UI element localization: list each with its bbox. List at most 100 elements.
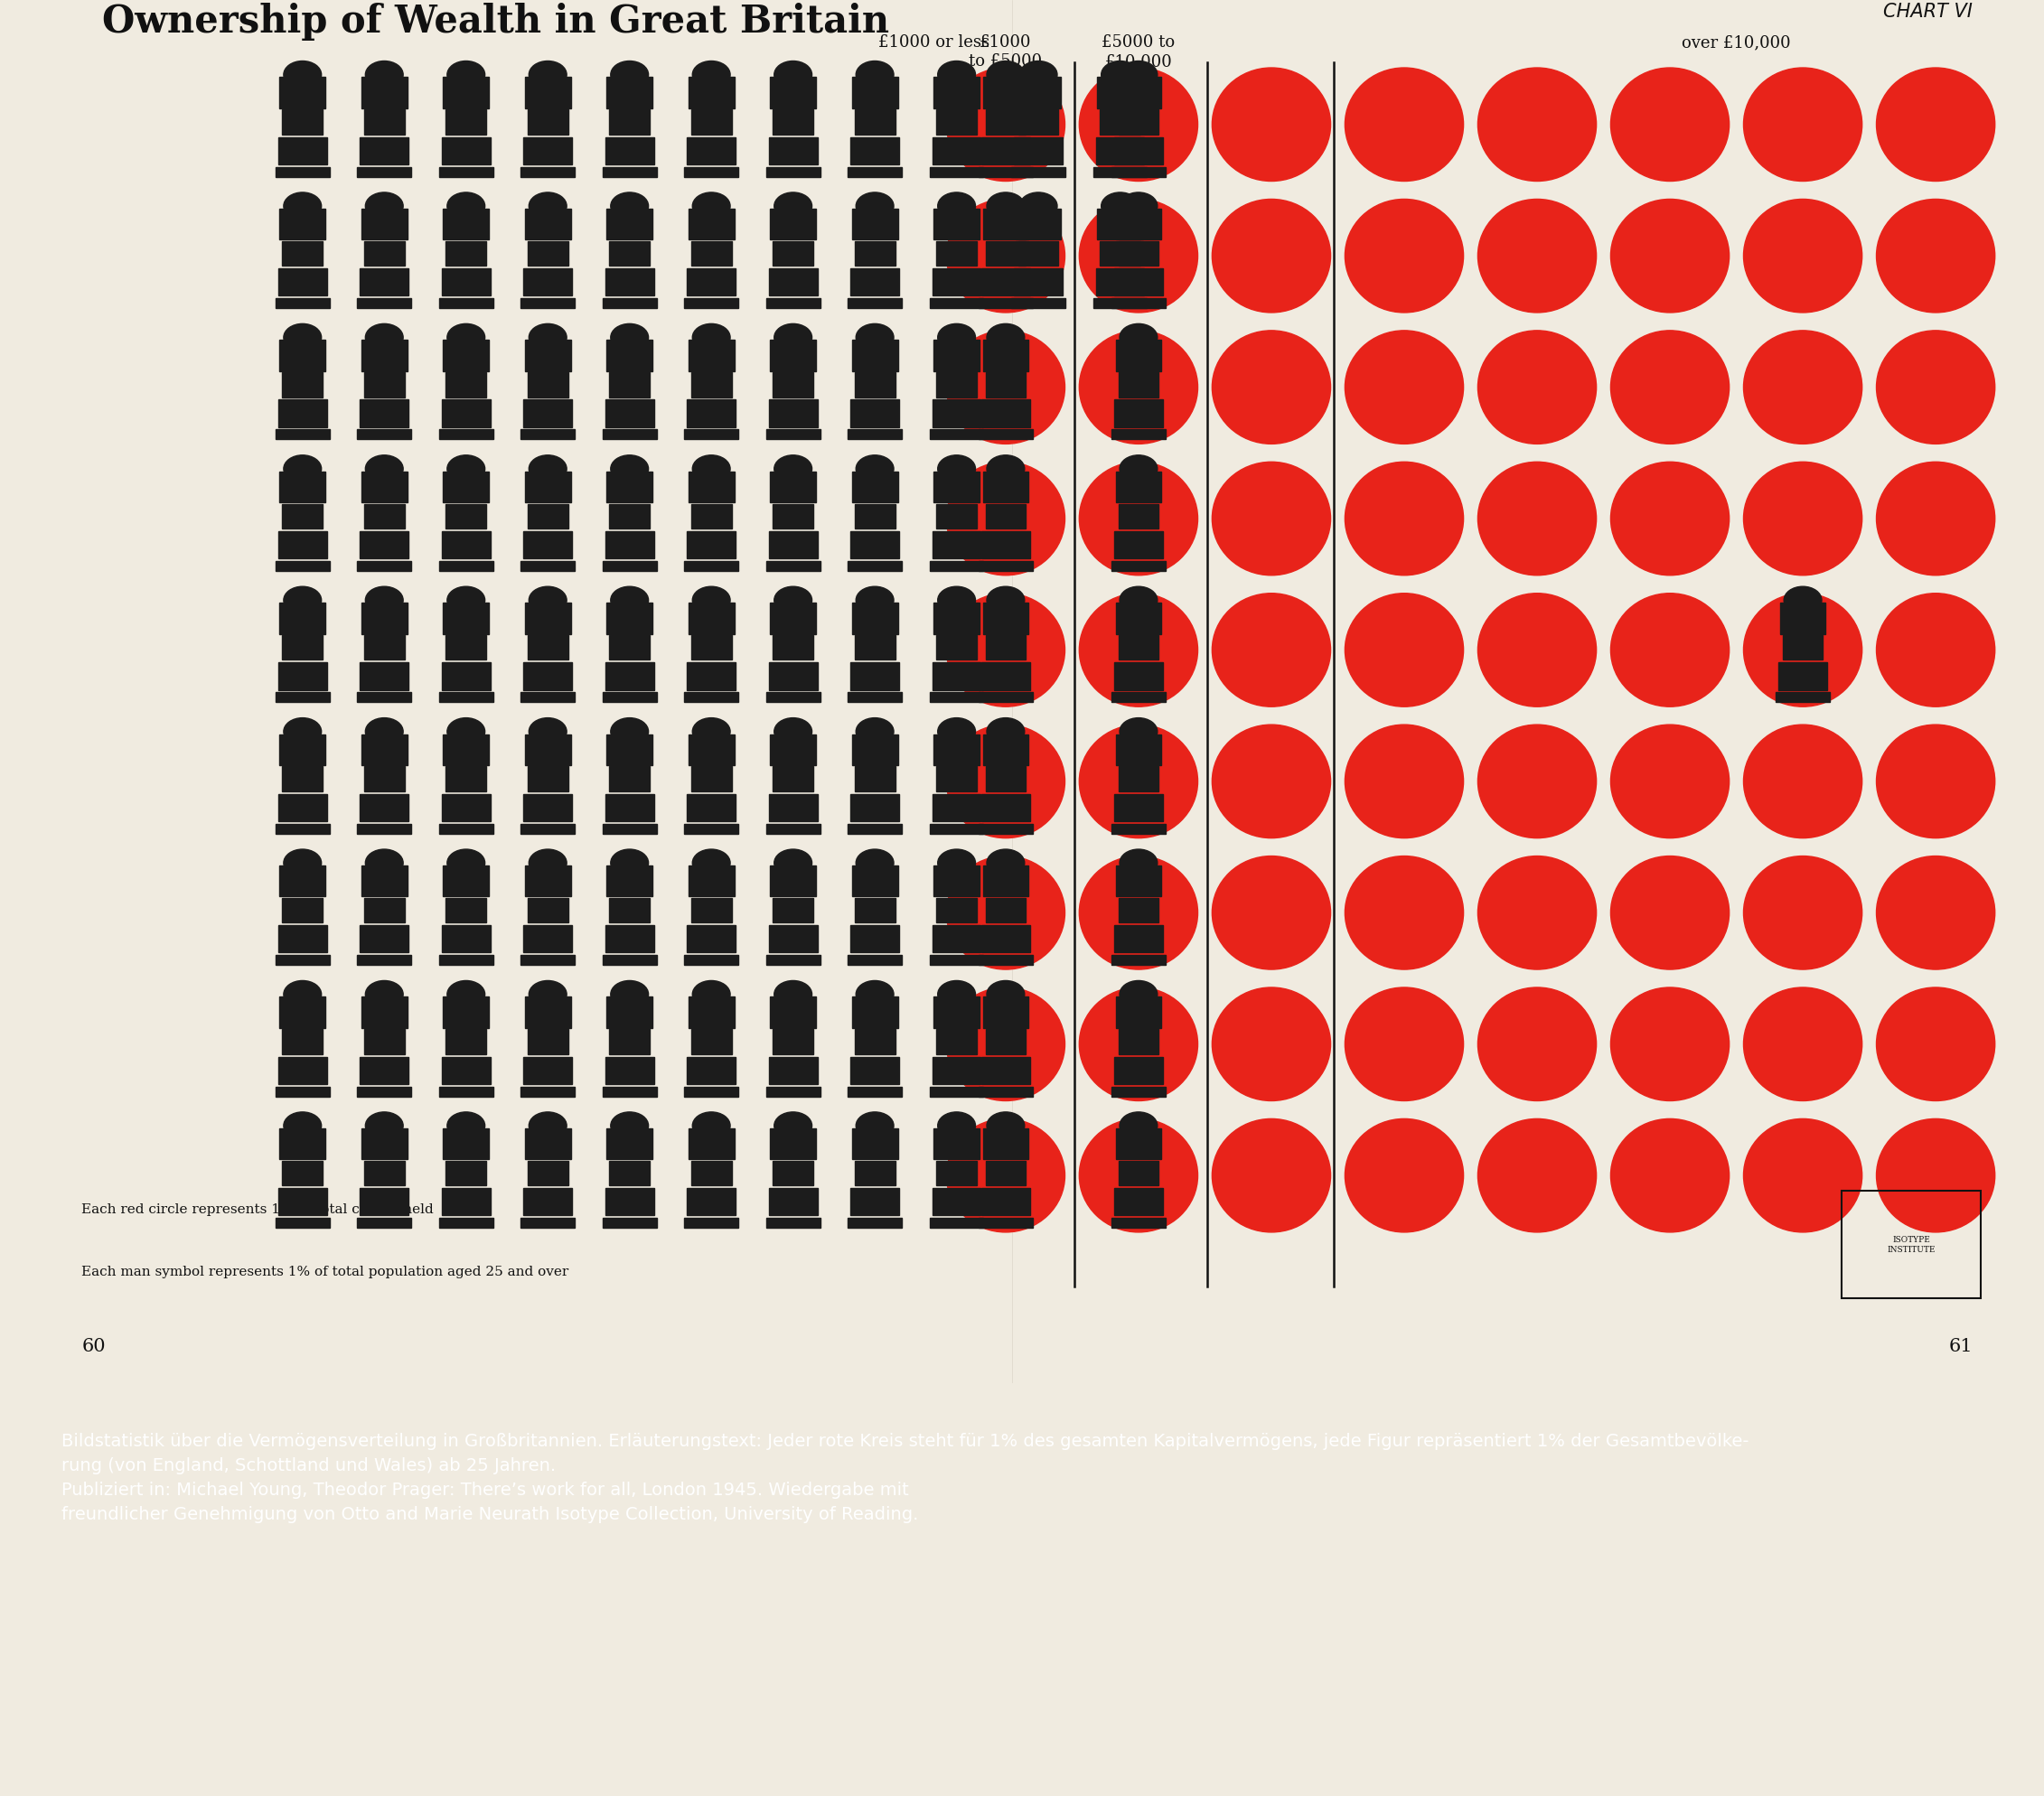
FancyBboxPatch shape bbox=[527, 1029, 568, 1054]
Ellipse shape bbox=[1478, 199, 1596, 313]
Ellipse shape bbox=[1120, 850, 1157, 876]
FancyBboxPatch shape bbox=[1096, 136, 1145, 163]
FancyBboxPatch shape bbox=[983, 866, 1028, 896]
FancyBboxPatch shape bbox=[932, 532, 981, 559]
FancyBboxPatch shape bbox=[848, 691, 901, 702]
FancyBboxPatch shape bbox=[773, 1160, 814, 1185]
Ellipse shape bbox=[1345, 199, 1464, 313]
FancyBboxPatch shape bbox=[685, 298, 738, 309]
FancyBboxPatch shape bbox=[983, 997, 1028, 1027]
FancyBboxPatch shape bbox=[444, 339, 489, 372]
Ellipse shape bbox=[1079, 68, 1198, 181]
FancyBboxPatch shape bbox=[850, 401, 899, 427]
Ellipse shape bbox=[1876, 199, 1995, 313]
FancyBboxPatch shape bbox=[1778, 663, 1827, 690]
FancyBboxPatch shape bbox=[766, 167, 820, 176]
FancyBboxPatch shape bbox=[769, 401, 818, 427]
FancyBboxPatch shape bbox=[1114, 925, 1163, 952]
FancyBboxPatch shape bbox=[685, 167, 738, 176]
FancyBboxPatch shape bbox=[439, 560, 493, 571]
FancyBboxPatch shape bbox=[280, 339, 325, 372]
Ellipse shape bbox=[611, 192, 648, 219]
FancyBboxPatch shape bbox=[282, 767, 323, 792]
FancyBboxPatch shape bbox=[771, 735, 816, 765]
FancyBboxPatch shape bbox=[444, 208, 489, 239]
Ellipse shape bbox=[987, 718, 1024, 745]
Ellipse shape bbox=[1120, 192, 1157, 219]
FancyBboxPatch shape bbox=[446, 898, 486, 923]
FancyBboxPatch shape bbox=[773, 1029, 814, 1054]
Ellipse shape bbox=[938, 61, 975, 88]
FancyBboxPatch shape bbox=[981, 794, 1030, 821]
FancyBboxPatch shape bbox=[1118, 503, 1159, 528]
FancyBboxPatch shape bbox=[848, 560, 901, 571]
FancyBboxPatch shape bbox=[362, 77, 407, 108]
Text: £5000 to
£10,000: £5000 to £10,000 bbox=[1102, 34, 1175, 70]
FancyBboxPatch shape bbox=[364, 372, 405, 397]
FancyBboxPatch shape bbox=[769, 136, 818, 163]
FancyBboxPatch shape bbox=[1012, 298, 1065, 309]
FancyBboxPatch shape bbox=[936, 1160, 977, 1185]
Ellipse shape bbox=[775, 1112, 811, 1139]
FancyBboxPatch shape bbox=[444, 471, 489, 503]
Text: £1000 or less: £1000 or less bbox=[879, 34, 989, 50]
FancyBboxPatch shape bbox=[362, 866, 407, 896]
Ellipse shape bbox=[366, 61, 403, 88]
FancyBboxPatch shape bbox=[930, 955, 983, 964]
Ellipse shape bbox=[1079, 988, 1198, 1101]
Ellipse shape bbox=[987, 850, 1024, 876]
FancyBboxPatch shape bbox=[936, 898, 977, 923]
Ellipse shape bbox=[856, 718, 893, 745]
Ellipse shape bbox=[693, 323, 730, 352]
FancyBboxPatch shape bbox=[983, 339, 1028, 372]
FancyBboxPatch shape bbox=[852, 866, 897, 896]
Ellipse shape bbox=[856, 454, 893, 483]
FancyBboxPatch shape bbox=[362, 339, 407, 372]
FancyBboxPatch shape bbox=[362, 471, 407, 503]
FancyBboxPatch shape bbox=[527, 503, 568, 528]
Ellipse shape bbox=[1120, 61, 1157, 88]
FancyBboxPatch shape bbox=[521, 691, 574, 702]
FancyBboxPatch shape bbox=[282, 1160, 323, 1185]
Ellipse shape bbox=[693, 587, 730, 614]
Ellipse shape bbox=[946, 462, 1065, 575]
FancyBboxPatch shape bbox=[362, 208, 407, 239]
Ellipse shape bbox=[611, 850, 648, 876]
Ellipse shape bbox=[946, 199, 1065, 313]
Ellipse shape bbox=[1079, 724, 1198, 839]
Ellipse shape bbox=[448, 981, 484, 1008]
FancyBboxPatch shape bbox=[525, 866, 570, 896]
FancyBboxPatch shape bbox=[358, 429, 411, 440]
FancyBboxPatch shape bbox=[854, 372, 895, 397]
FancyBboxPatch shape bbox=[1116, 208, 1161, 239]
Ellipse shape bbox=[1212, 988, 1331, 1101]
FancyBboxPatch shape bbox=[362, 1128, 407, 1158]
FancyBboxPatch shape bbox=[1112, 824, 1165, 833]
Ellipse shape bbox=[611, 323, 648, 352]
Ellipse shape bbox=[775, 981, 811, 1008]
Ellipse shape bbox=[1744, 330, 1862, 444]
FancyBboxPatch shape bbox=[439, 824, 493, 833]
FancyBboxPatch shape bbox=[773, 241, 814, 266]
FancyBboxPatch shape bbox=[360, 1187, 409, 1216]
FancyBboxPatch shape bbox=[1114, 136, 1163, 163]
FancyBboxPatch shape bbox=[276, 429, 329, 440]
FancyBboxPatch shape bbox=[773, 372, 814, 397]
FancyBboxPatch shape bbox=[609, 636, 650, 659]
FancyBboxPatch shape bbox=[852, 997, 897, 1027]
FancyBboxPatch shape bbox=[687, 136, 736, 163]
FancyBboxPatch shape bbox=[362, 603, 407, 634]
Ellipse shape bbox=[1102, 192, 1139, 219]
FancyBboxPatch shape bbox=[521, 1218, 574, 1228]
FancyBboxPatch shape bbox=[932, 663, 981, 690]
FancyBboxPatch shape bbox=[932, 1056, 981, 1085]
FancyBboxPatch shape bbox=[1782, 636, 1823, 659]
FancyBboxPatch shape bbox=[444, 735, 489, 765]
FancyBboxPatch shape bbox=[687, 401, 736, 427]
FancyBboxPatch shape bbox=[850, 794, 899, 821]
FancyBboxPatch shape bbox=[603, 955, 656, 964]
FancyBboxPatch shape bbox=[1114, 663, 1163, 690]
FancyBboxPatch shape bbox=[936, 636, 977, 659]
FancyBboxPatch shape bbox=[278, 136, 327, 163]
Ellipse shape bbox=[1102, 61, 1139, 88]
